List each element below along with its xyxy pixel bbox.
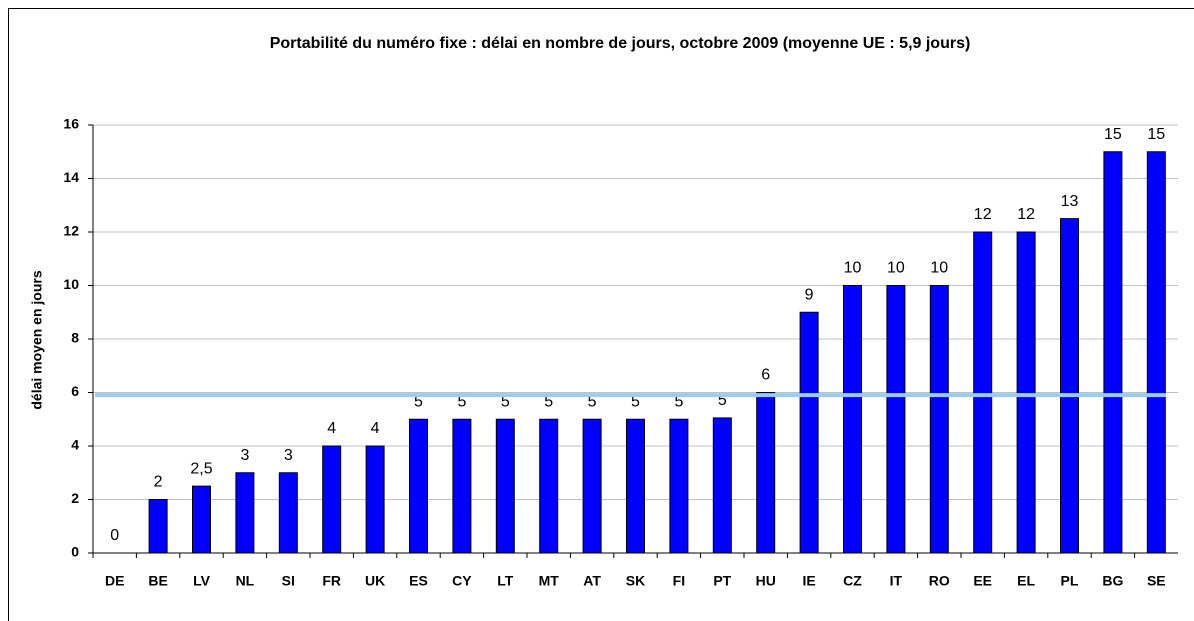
bar [843, 285, 862, 554]
bar [1060, 218, 1079, 554]
data-label: 5 [631, 393, 640, 410]
x-tick-label: FR [322, 573, 341, 589]
y-axis-label: délai moyen en jours [29, 270, 45, 409]
y-tick-label: 14 [63, 169, 79, 185]
bar [539, 418, 559, 554]
x-tick-label: PT [713, 573, 731, 589]
bar [582, 418, 602, 554]
x-tick-label: SK [626, 573, 645, 589]
data-label: 10 [844, 260, 862, 277]
data-label: 10 [930, 260, 948, 277]
x-tick-label: IE [802, 573, 815, 589]
bar [278, 472, 298, 554]
y-tick-label: 2 [71, 490, 79, 506]
data-label: 2,5 [190, 460, 212, 477]
x-tick-label: SI [282, 573, 295, 589]
y-tick-label: 16 [63, 116, 79, 132]
x-tick-label: EL [1017, 573, 1035, 589]
data-label: 5 [588, 393, 597, 410]
bar [886, 285, 906, 554]
data-label: 12 [1017, 206, 1035, 223]
data-label: 9 [805, 286, 814, 303]
x-tick-label: DE [105, 573, 124, 589]
y-tick-label: 0 [71, 544, 79, 560]
data-label: 3 [240, 447, 249, 464]
x-tick-label: HU [756, 573, 776, 589]
chart-title: Portabilité du numéro fixe : délai en no… [269, 35, 971, 52]
x-tick-label: RO [929, 573, 950, 589]
x-tick-label: LT [497, 573, 514, 589]
x-tick-label: FI [673, 573, 685, 589]
data-label: 12 [974, 206, 992, 223]
y-tick-label: 6 [71, 383, 79, 399]
data-label: 5 [674, 393, 683, 410]
data-label: 5 [718, 392, 727, 409]
bar [669, 418, 689, 554]
data-label: 0 [110, 527, 119, 544]
bar [929, 285, 949, 554]
y-tick-label: 12 [63, 223, 79, 239]
bar [626, 418, 645, 554]
x-tick-label: SE [1147, 573, 1166, 589]
data-label: 4 [327, 420, 336, 437]
x-tick-label: EE [973, 573, 992, 589]
bar [235, 472, 255, 554]
data-label: 2 [154, 474, 163, 491]
bar [1146, 151, 1166, 554]
x-tick-label: PL [1061, 573, 1079, 589]
bar [712, 417, 732, 554]
x-tick-label: BE [148, 573, 167, 589]
x-tick-label: ES [409, 573, 428, 589]
bar [365, 445, 385, 554]
y-tick-label: 10 [63, 276, 79, 292]
data-label: 5 [414, 393, 423, 410]
data-label: 10 [887, 260, 905, 277]
data-label: 3 [284, 447, 293, 464]
bar [495, 418, 515, 554]
data-label: 6 [761, 367, 770, 384]
bar [452, 418, 472, 554]
bar [756, 392, 776, 554]
bar [799, 311, 819, 554]
data-label: 5 [544, 393, 553, 410]
bar [1103, 151, 1123, 554]
x-tick-label: MT [539, 573, 560, 589]
bar [322, 445, 342, 554]
x-tick-label: NL [236, 573, 255, 589]
x-tick-label: IT [890, 573, 903, 589]
x-tick-label: CY [452, 573, 472, 589]
data-label: 15 [1147, 126, 1165, 143]
data-label: 15 [1104, 126, 1122, 143]
data-label: 4 [371, 420, 380, 437]
chart-frame [8, 8, 1194, 621]
x-tick-label: BG [1102, 573, 1123, 589]
data-label: 5 [457, 393, 466, 410]
y-tick-label: 8 [71, 330, 79, 346]
x-tick-label: CZ [843, 573, 862, 589]
x-tick-label: AT [583, 573, 601, 589]
bar [192, 485, 211, 554]
x-tick-label: UK [365, 573, 385, 589]
data-label: 13 [1061, 193, 1079, 210]
data-label: 5 [501, 393, 510, 410]
bar [973, 231, 993, 554]
x-tick-label: LV [193, 573, 211, 589]
y-tick-label: 4 [71, 437, 79, 453]
bar [148, 499, 168, 554]
bar [1016, 231, 1036, 554]
bar [409, 418, 428, 554]
